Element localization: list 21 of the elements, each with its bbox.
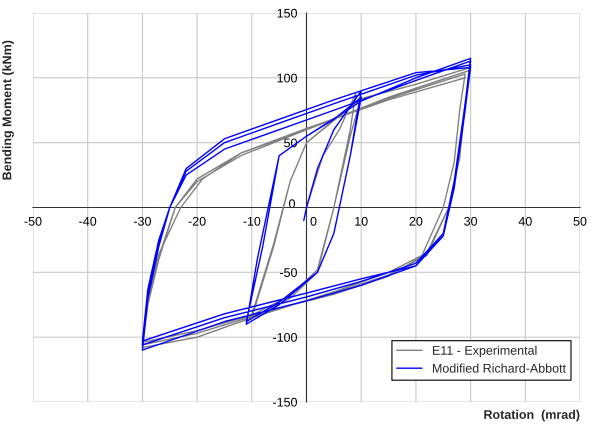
x-tick-label: -50: [24, 216, 42, 226]
x-tick-label: 0: [310, 216, 316, 226]
legend-label: E11 - Experimental: [432, 346, 536, 358]
y-tick-label: 150: [278, 8, 297, 18]
x-axis-title: Rotation (mrad): [484, 410, 580, 422]
y-axis-title: Bending Moment (kNm): [2, 40, 14, 180]
x-tick-label: 20: [410, 216, 422, 226]
x-tick-label: 30: [464, 216, 478, 226]
x-tick-label: -40: [79, 216, 96, 226]
y-tick-label: 50: [284, 138, 297, 148]
y-tick-label: -50: [280, 268, 297, 277]
y-tick-label: 100: [278, 74, 297, 82]
y-tick-label: -100: [273, 332, 297, 342]
x-tick-label: 10: [355, 216, 368, 226]
x-tick-label: -20: [188, 216, 206, 226]
legend-label: Modified Richard-Abbott: [432, 364, 566, 373]
x-tick-label: 50: [574, 216, 586, 226]
x-tick-label: -10: [243, 216, 260, 226]
y-tick-label: -150: [273, 398, 297, 407]
x-tick-label: 40: [518, 216, 532, 226]
x-tick-label: -30: [134, 216, 151, 226]
